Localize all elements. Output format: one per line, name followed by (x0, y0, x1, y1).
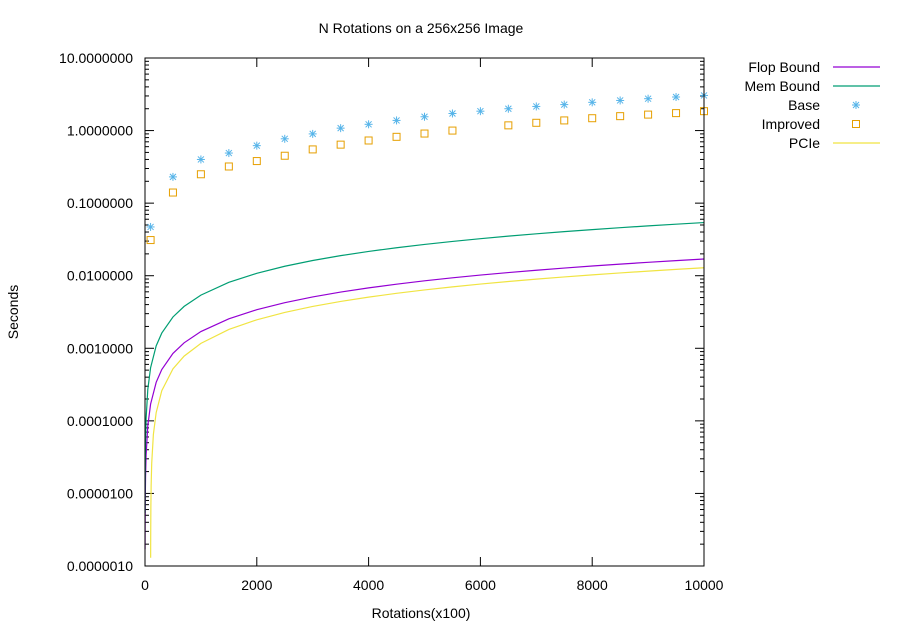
improved-point (336, 140, 345, 149)
improved-point (616, 112, 625, 121)
improved-point (146, 236, 155, 245)
improved-point (196, 170, 205, 179)
asterisk-stroke (393, 117, 400, 124)
improved-point (364, 136, 373, 145)
x-tick-label: 10000 (685, 577, 724, 593)
legend-label-improved: Improved (762, 116, 820, 132)
base-point (364, 120, 373, 129)
legend: Flop Bound Mem Bound Base Improved PCIe (745, 59, 880, 151)
y-tick-label: 0.0000010 (67, 558, 133, 574)
x-tick-label: 2000 (241, 577, 272, 593)
improved-point (644, 110, 653, 119)
asterisk-stroke (225, 149, 233, 157)
base-point (560, 100, 569, 109)
asterisk-stroke (852, 101, 860, 109)
base-point (392, 116, 401, 125)
improved-point (532, 118, 541, 127)
improved-point (448, 126, 457, 135)
improved-point (224, 162, 233, 171)
base-point (252, 141, 261, 150)
x-tick-label: 8000 (577, 577, 608, 593)
asterisk-stroke (588, 98, 596, 106)
x-tick-label: 6000 (465, 577, 496, 593)
base-point (336, 124, 345, 133)
base-point (280, 134, 289, 143)
asterisk-stroke (169, 173, 177, 181)
asterisk-stroke (337, 124, 345, 132)
axis-ticks: 0 2000 4000 6000 8000 10000 0.0000010 0.0000100… (59, 50, 724, 593)
legend-label-flop-bound: Flop Bound (748, 59, 820, 75)
asterisk-stroke (672, 93, 680, 101)
asterisk-stroke (365, 120, 372, 128)
asterisk-stroke (197, 156, 205, 163)
base-point (308, 129, 317, 138)
base-point (672, 93, 681, 102)
asterisk-stroke (560, 101, 568, 108)
asterisk-stroke (504, 105, 512, 113)
base-point (532, 102, 541, 111)
asterisk-stroke (532, 103, 540, 110)
legend-label-base: Base (788, 97, 820, 113)
legend-label-pcie: PCIe (789, 135, 820, 151)
plot-area (144, 91, 708, 558)
improved-point (280, 151, 289, 160)
base-point (616, 96, 625, 105)
y-tick-label: 0.0000100 (67, 485, 133, 501)
asterisk-stroke (421, 113, 428, 121)
x-tick-label: 0 (141, 577, 149, 593)
x-tick-label: 4000 (353, 577, 384, 593)
improved-point (420, 129, 429, 138)
improved-point (392, 132, 401, 141)
legend-swatch-improved (852, 120, 860, 128)
asterisk-stroke (616, 97, 624, 104)
base-point (448, 109, 457, 118)
chart-title: N Rotations on a 256x256 Image (319, 20, 524, 36)
improved-point (560, 116, 569, 125)
y-tick-label: 0.0001000 (67, 413, 133, 429)
legend-label-mem-bound: Mem Bound (745, 78, 820, 94)
flop-bound-line (144, 258, 705, 550)
improved-point (252, 157, 261, 166)
improved-point (588, 114, 597, 123)
asterisk-stroke (281, 135, 289, 143)
base-point (588, 98, 597, 107)
improved-point (504, 121, 513, 130)
asterisk-stroke (477, 107, 484, 115)
y-tick-label: 0.1000000 (67, 195, 133, 211)
improved-point (168, 188, 177, 197)
base-point (224, 149, 233, 158)
base-point (196, 155, 205, 164)
pcie-line (150, 267, 705, 558)
base-point (504, 104, 513, 113)
mem-bound-line (144, 221, 705, 513)
plot-frame (144, 57, 705, 567)
base-point (146, 222, 155, 231)
y-tick-label: 10.0000000 (59, 50, 133, 66)
asterisk-stroke (309, 130, 317, 138)
base-point (168, 172, 177, 181)
base-point (420, 112, 429, 121)
asterisk-stroke (147, 223, 154, 231)
improved-point (308, 145, 317, 154)
base-point (476, 107, 485, 116)
asterisk-stroke (449, 110, 456, 117)
x-axis-label: Rotations(x100) (372, 605, 471, 621)
asterisk-stroke (253, 142, 261, 149)
asterisk-stroke (644, 95, 652, 103)
y-tick-label: 0.0010000 (67, 340, 133, 356)
y-tick-label: 0.0100000 (67, 268, 133, 284)
improved-point (672, 109, 681, 118)
base-point (644, 94, 653, 103)
legend-swatch-base (852, 101, 860, 109)
y-axis-label: Seconds (5, 285, 21, 339)
y-tick-label: 1.0000000 (67, 123, 133, 139)
